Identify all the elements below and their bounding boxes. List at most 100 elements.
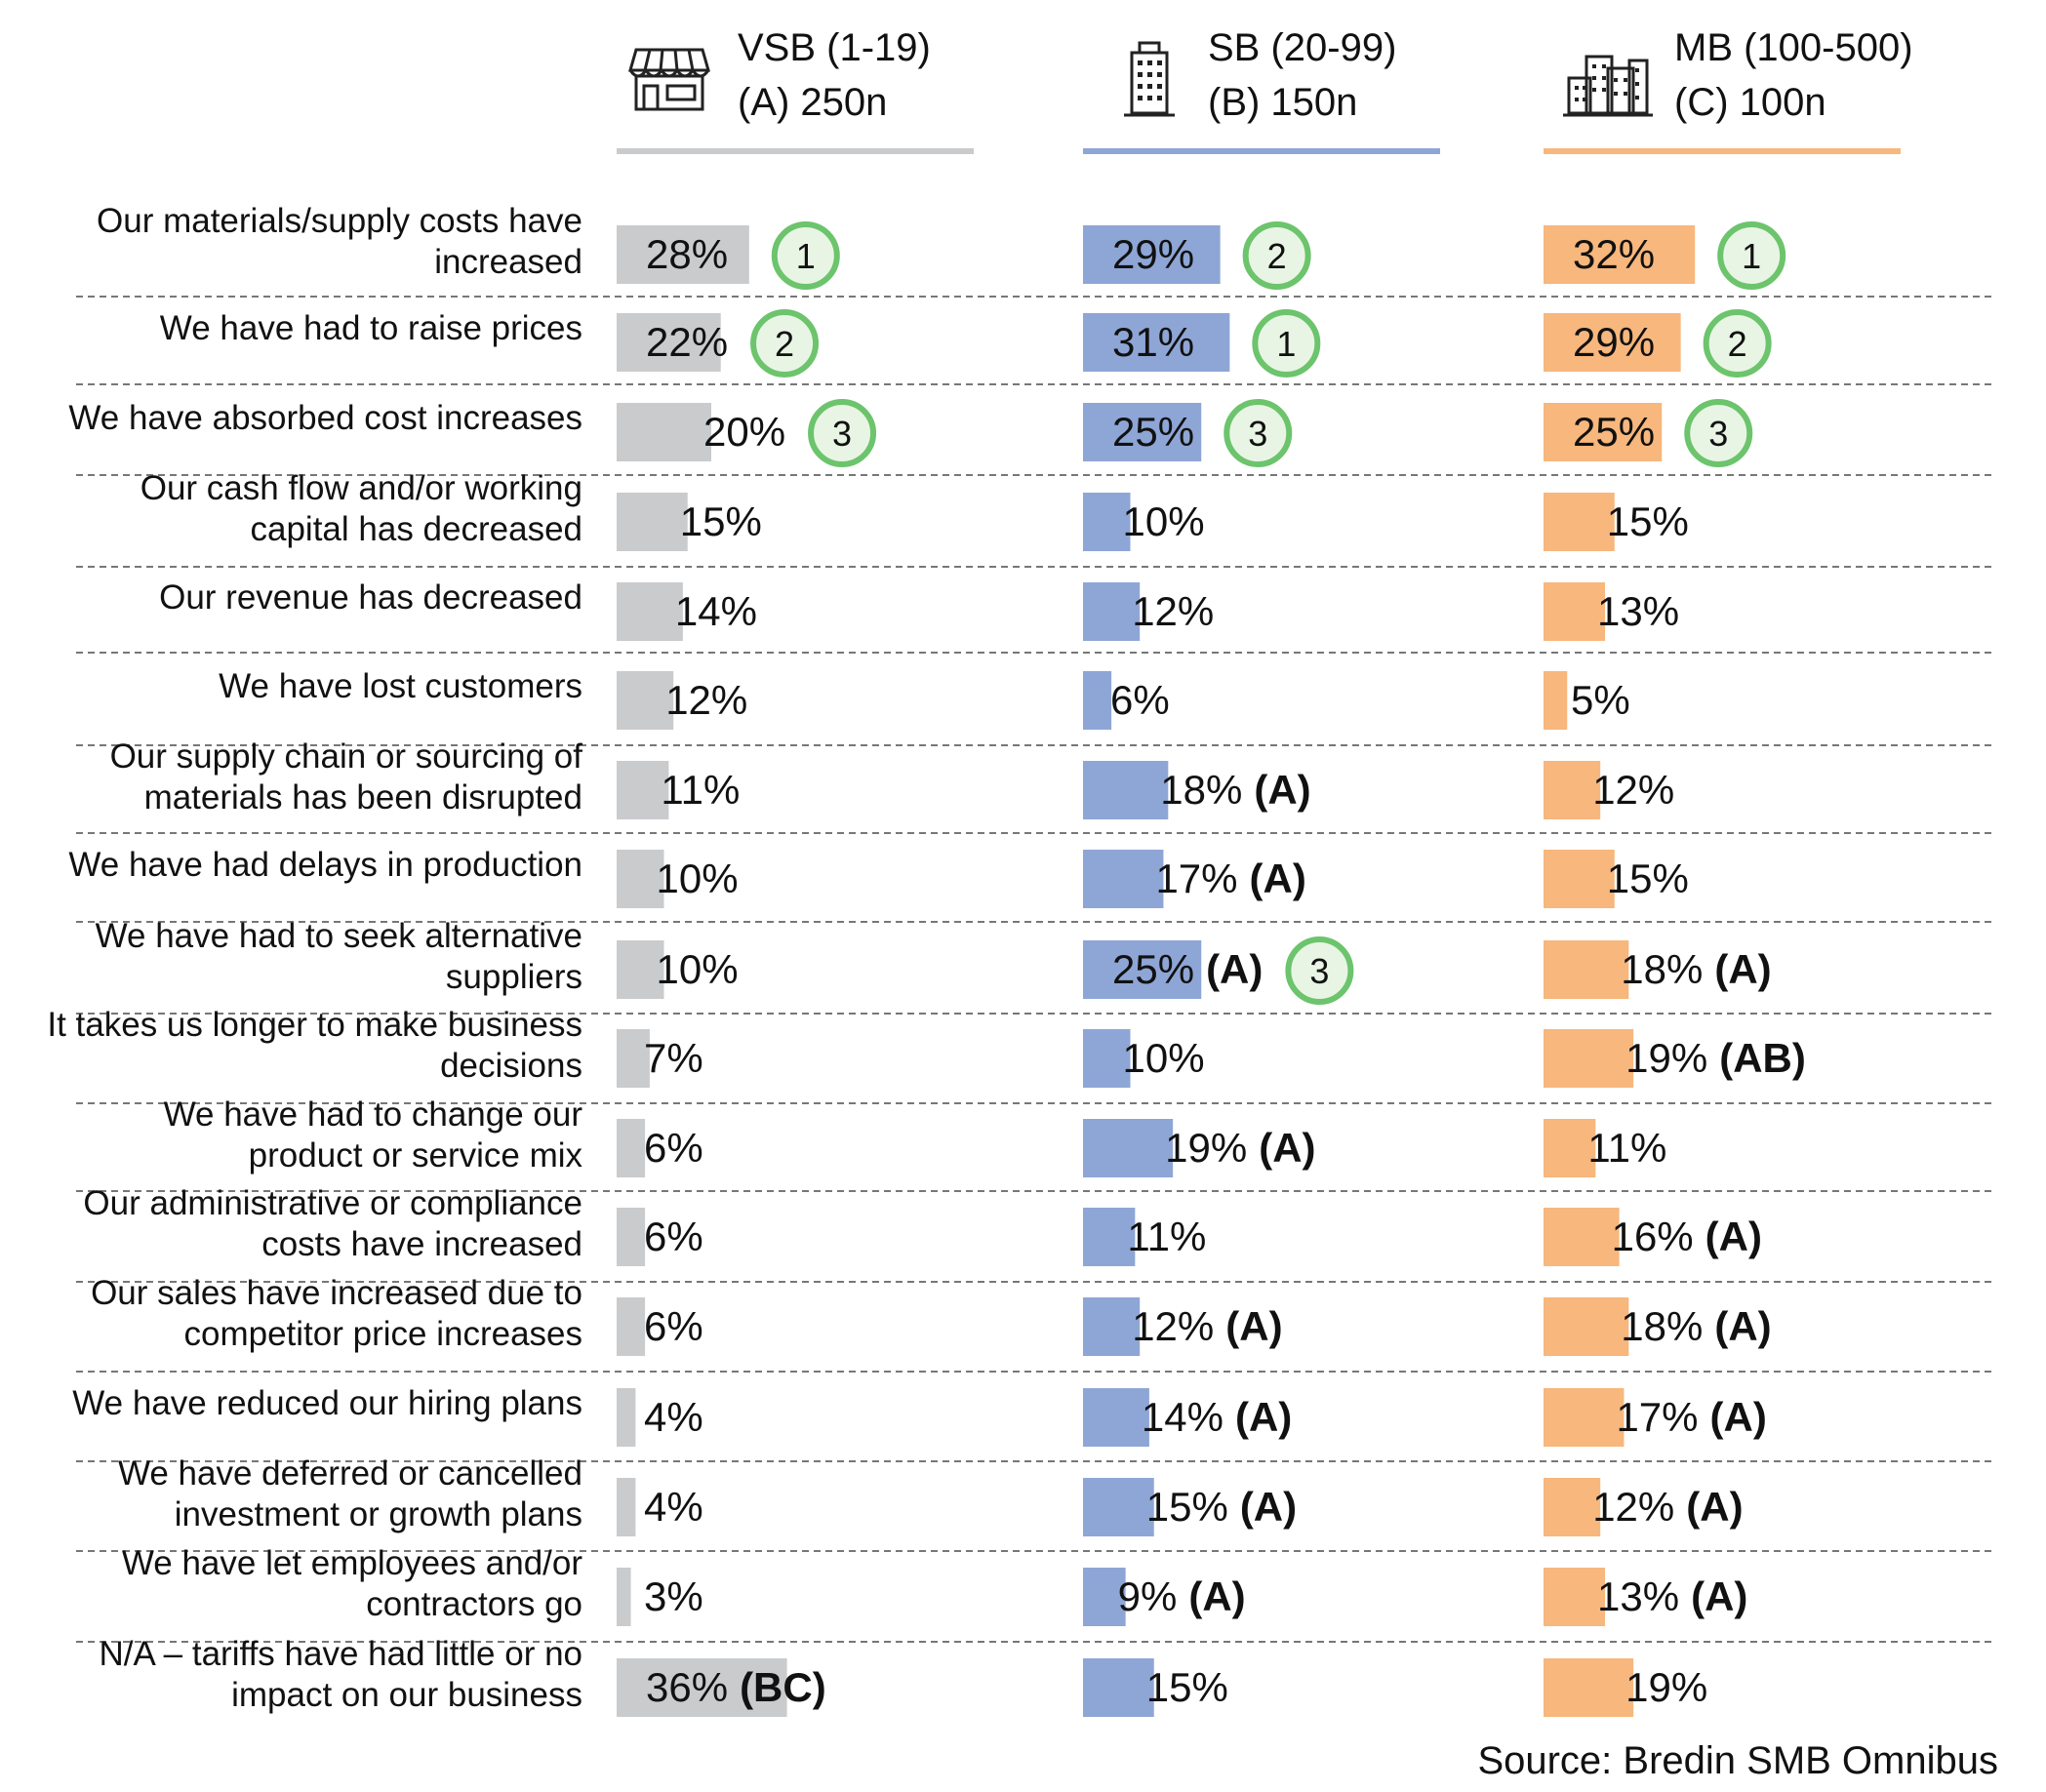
storefront-icon xyxy=(628,48,710,111)
rank-badge-c xyxy=(1703,309,1772,378)
category-label-line1: Our cash flow and/or working xyxy=(140,469,582,507)
bar-c xyxy=(1544,1658,1634,1717)
significance-label-b: (A) xyxy=(1240,1484,1297,1530)
value-label-a: 6% xyxy=(644,1214,703,1259)
bar-b xyxy=(1083,761,1169,819)
bar-a xyxy=(617,671,674,730)
value-label-b: 15% xyxy=(1146,1664,1228,1710)
category-label-line2: costs have increased xyxy=(261,1225,582,1263)
group-b-name: SB (20-99) xyxy=(1208,26,1396,69)
value-label-a: 10% xyxy=(657,946,739,992)
category-label-line2: increased xyxy=(434,243,582,281)
significance-label-c: (A) xyxy=(1714,946,1771,992)
office-building-icon xyxy=(1124,41,1175,117)
category-label: Our revenue has decreased xyxy=(159,578,582,617)
category-label-line2: decisions xyxy=(440,1047,582,1085)
bar-b xyxy=(1083,582,1141,641)
category-label: We have had to raise prices xyxy=(160,309,582,347)
significance-label-c: (A) xyxy=(1714,1303,1771,1349)
bar-b xyxy=(1083,940,1202,999)
value-label-a: 10% xyxy=(657,856,739,901)
header-group-a: VSB (1-19) (A) 250n xyxy=(617,26,974,154)
bar-a xyxy=(617,1119,646,1177)
value-label-c: 29% xyxy=(1573,319,1655,365)
bar-b xyxy=(1083,1568,1126,1626)
value-label-b: 29% xyxy=(1112,231,1194,277)
significance-label-c: (A) xyxy=(1705,1214,1762,1259)
bar-c xyxy=(1544,940,1629,999)
value-label-c: 12% xyxy=(1592,1484,1674,1530)
value-label-a: 6% xyxy=(644,1125,703,1171)
header-group-b: SB (20-99) (B) 150n xyxy=(1083,26,1440,154)
value-label-b: 6% xyxy=(1110,677,1170,723)
significance-label-c: (AB) xyxy=(1719,1035,1806,1081)
bar-c xyxy=(1544,493,1615,551)
category-label-line1: We have had to change our xyxy=(164,1095,583,1134)
value-label-b: 25% xyxy=(1112,946,1194,992)
value-label-b: 9% xyxy=(1118,1573,1178,1619)
significance-label-c: (A) xyxy=(1686,1484,1743,1530)
bar-a xyxy=(617,1388,636,1447)
value-label-b: 15% xyxy=(1146,1484,1228,1530)
rank-badge-c xyxy=(1684,399,1753,467)
bar-b xyxy=(1083,493,1131,551)
bar-c xyxy=(1544,582,1606,641)
rank-badge-c xyxy=(1717,221,1786,290)
bar-c xyxy=(1544,850,1615,908)
source-note: Source: Bredin SMB Omnibus xyxy=(1477,1739,1998,1782)
bar-b xyxy=(1083,1297,1141,1356)
group-a-subtitle: (A) 250n xyxy=(738,81,887,124)
bar-c xyxy=(1544,313,1681,372)
bar-a xyxy=(617,1208,646,1266)
category-label-line2: capital has decreased xyxy=(251,510,583,548)
value-label-c: 15% xyxy=(1607,498,1689,544)
value-label-a: 22% xyxy=(646,319,728,365)
value-label-b: 19% xyxy=(1165,1125,1247,1171)
category-label: We have reduced our hiring plans xyxy=(72,1384,582,1422)
group-b-subtitle: (B) 150n xyxy=(1208,81,1357,124)
category-label: We have had delays in production xyxy=(68,846,582,884)
category-label-line1: Our administrative or compliance xyxy=(83,1184,582,1222)
bar-b xyxy=(1083,403,1202,461)
bar-a xyxy=(617,1568,631,1626)
value-label-b: 10% xyxy=(1123,1035,1205,1081)
rank-number-c: 1 xyxy=(1742,236,1761,276)
rank-badge-a xyxy=(808,399,877,467)
significance-label-b: (A) xyxy=(1206,946,1263,992)
value-label-b: 10% xyxy=(1123,498,1205,544)
rank-badge-a xyxy=(750,309,820,378)
rank-badge-a xyxy=(771,221,840,290)
category-label: We have lost customers xyxy=(219,667,582,705)
bar-c xyxy=(1544,1119,1596,1177)
bar-c xyxy=(1544,1297,1629,1356)
significance-label-c: (A) xyxy=(1691,1573,1747,1619)
bar-b xyxy=(1083,1388,1149,1447)
group-a-underline xyxy=(617,148,974,154)
value-label-c: 15% xyxy=(1607,856,1689,901)
value-label-b: 25% xyxy=(1112,409,1194,455)
value-label-c: 5% xyxy=(1571,677,1630,723)
bar-c xyxy=(1544,1568,1606,1626)
category-label-line2: competitor price increases xyxy=(184,1315,583,1353)
value-label-a: 11% xyxy=(661,767,740,813)
bar-a xyxy=(617,1297,646,1356)
bar-a xyxy=(617,1478,636,1536)
category-label-line2: contractors go xyxy=(366,1585,582,1623)
significance-label-c: (A) xyxy=(1710,1394,1767,1440)
group-c-underline xyxy=(1544,148,1901,154)
rank-number-a: 3 xyxy=(832,414,852,454)
value-label-c: 16% xyxy=(1612,1214,1694,1259)
category-label-line1: N/A – tariffs have had little or no xyxy=(100,1635,582,1673)
rank-number-c: 3 xyxy=(1708,414,1728,454)
value-label-c: 13% xyxy=(1597,1573,1679,1619)
rank-badge-b xyxy=(1242,221,1311,290)
bar-b xyxy=(1083,1208,1136,1266)
value-label-c: 17% xyxy=(1616,1394,1698,1440)
bar-c xyxy=(1544,1478,1601,1536)
value-label-a: 36% xyxy=(646,1664,728,1710)
group-b-underline xyxy=(1083,148,1440,154)
value-label-a: 15% xyxy=(680,498,762,544)
bar-c xyxy=(1544,1208,1620,1266)
bar-c xyxy=(1544,225,1696,284)
significance-label-a: (BC) xyxy=(740,1664,826,1710)
